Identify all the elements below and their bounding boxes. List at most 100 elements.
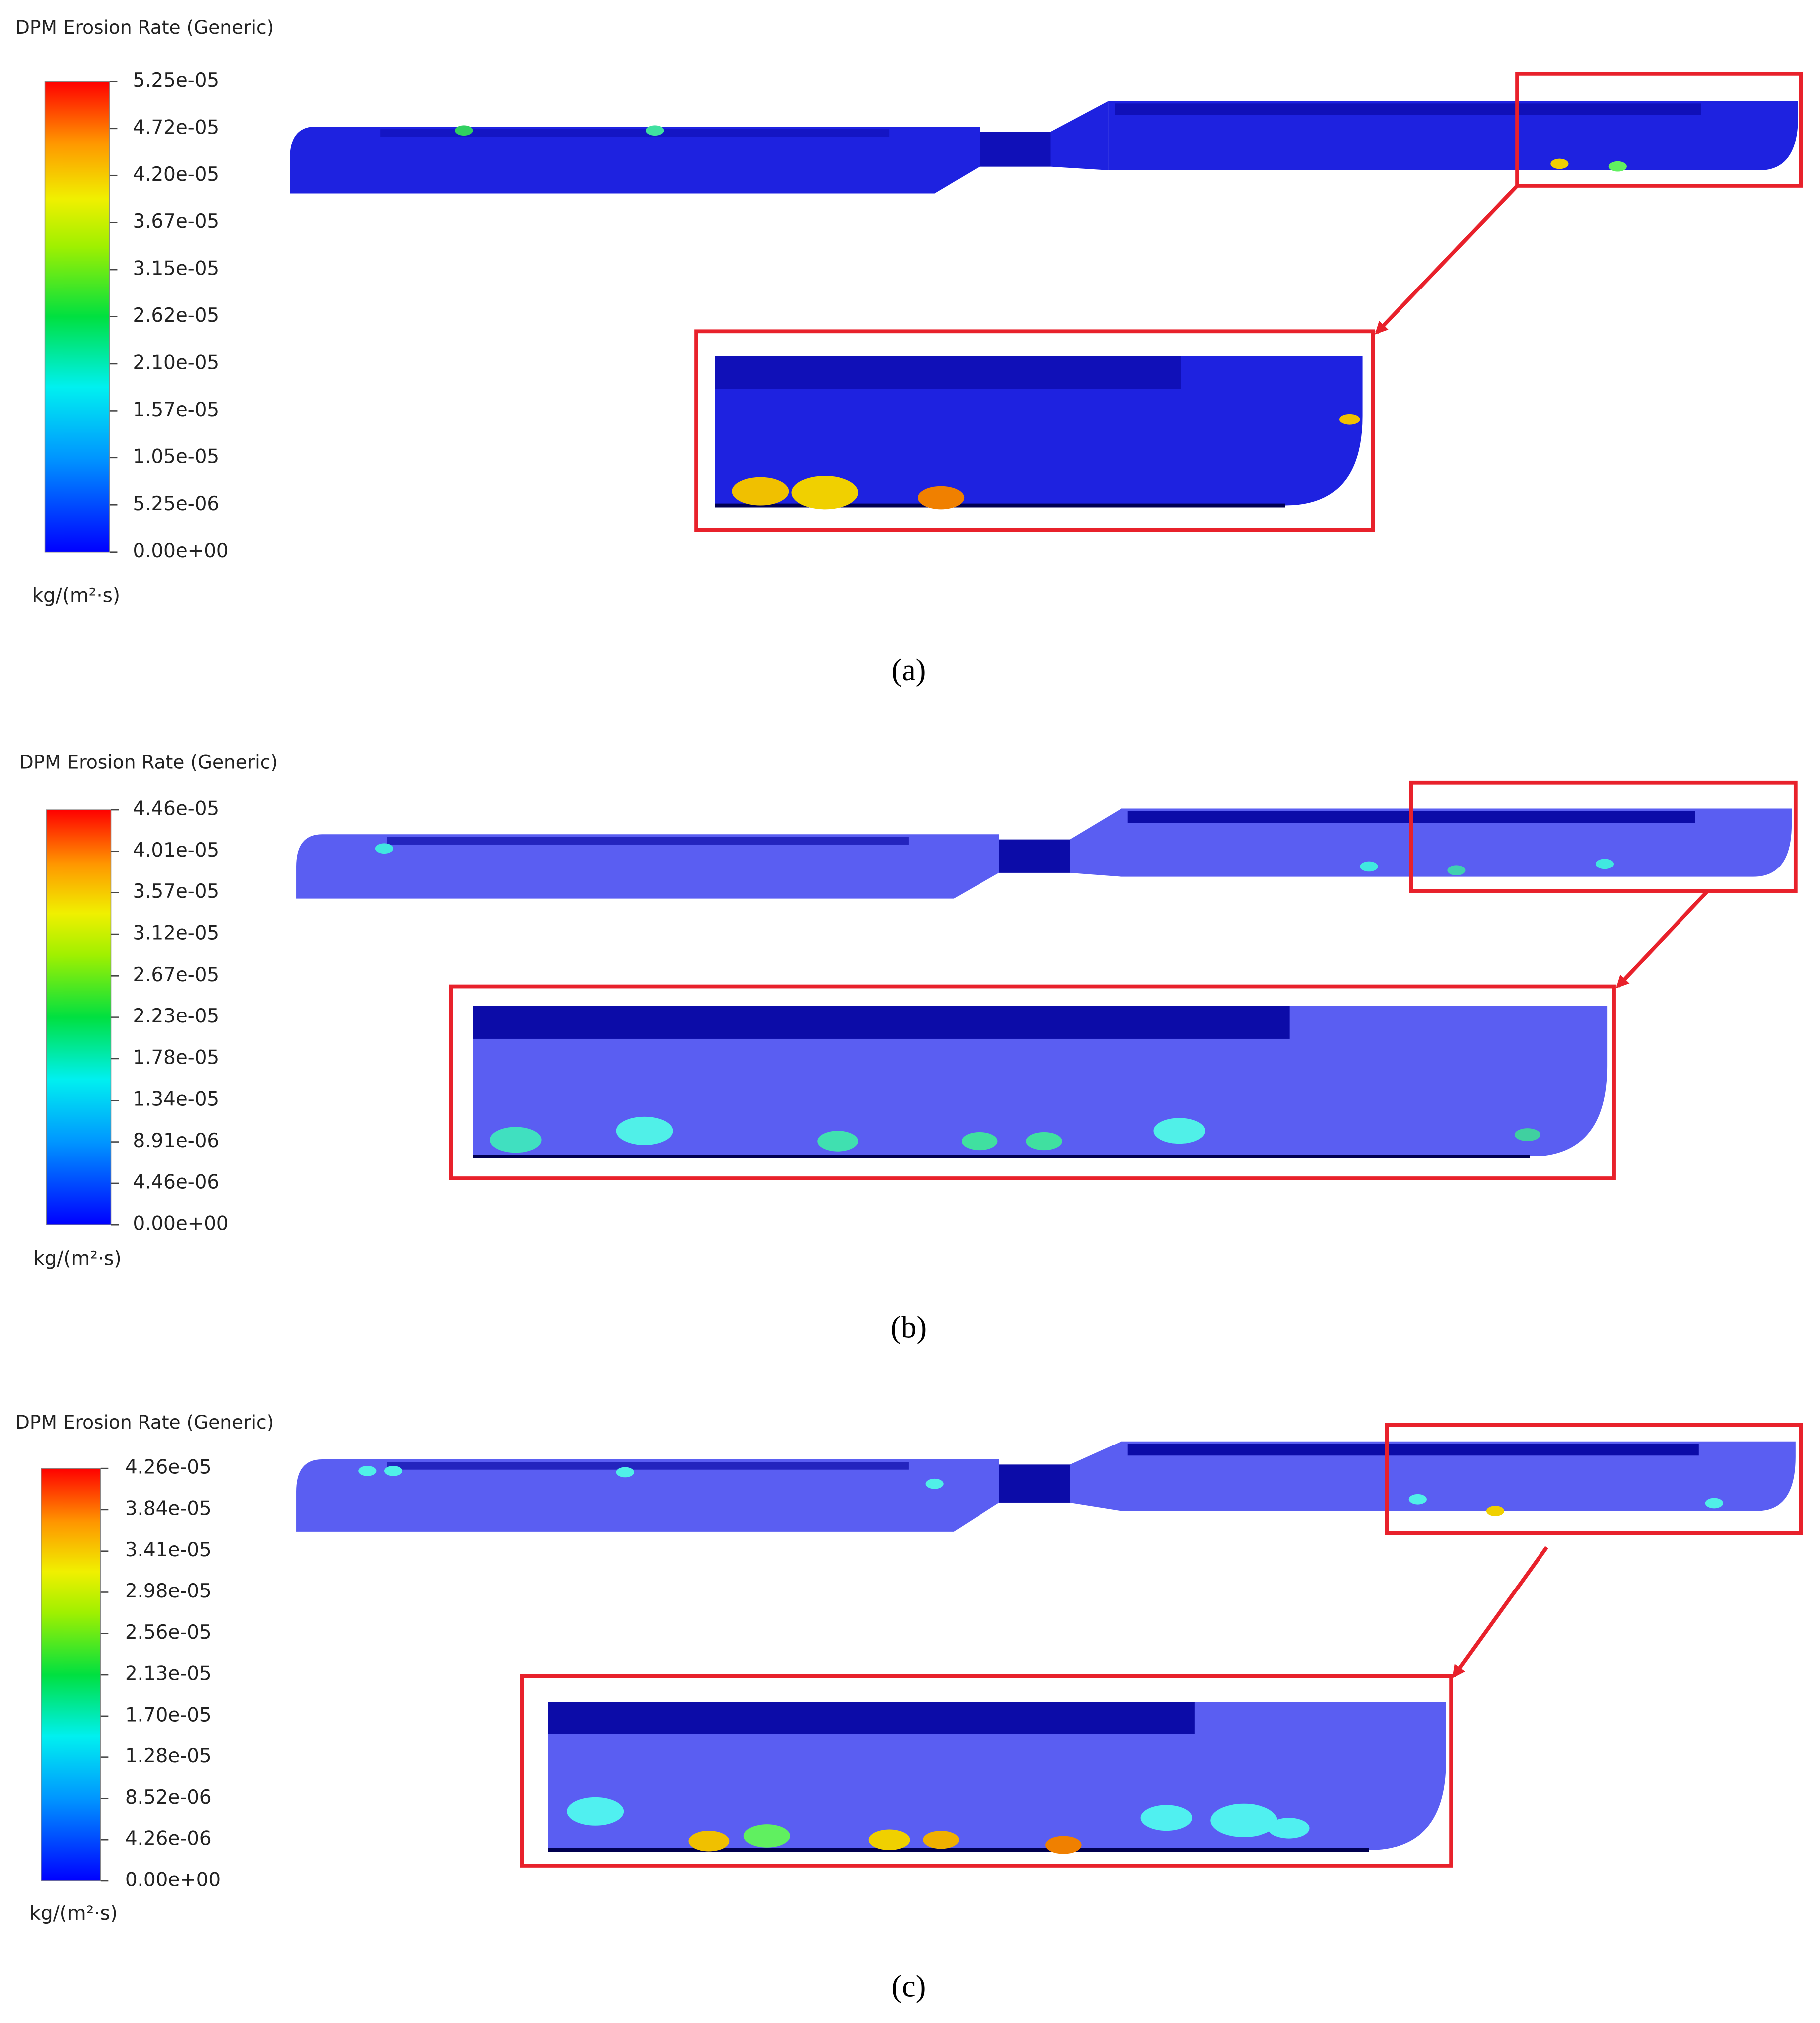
zoom-box bbox=[694, 329, 1375, 532]
zoom-arrow bbox=[1616, 889, 1709, 989]
erosion-spot bbox=[918, 486, 965, 510]
pipe-taper bbox=[1070, 1441, 1121, 1511]
colorbar-label: 2.98e-05 bbox=[125, 1580, 212, 1602]
erosion-spot bbox=[817, 1131, 859, 1152]
erosion-spot bbox=[1140, 1805, 1193, 1831]
erosion-spot bbox=[1408, 1494, 1427, 1505]
zoom-arrow bbox=[1452, 1546, 1548, 1678]
colorbar-label: 4.20e-05 bbox=[133, 163, 219, 186]
colorbar-label: 1.70e-05 bbox=[125, 1704, 212, 1726]
pipe-band bbox=[387, 837, 909, 845]
zoom-band bbox=[548, 1702, 1195, 1734]
pipe-neck bbox=[980, 132, 1051, 167]
erosion-spot bbox=[1447, 865, 1466, 876]
zoom-pipe bbox=[473, 1006, 1608, 1157]
erosion-spot bbox=[1045, 1836, 1082, 1854]
colorbar-label: 3.15e-05 bbox=[133, 258, 219, 280]
pipe-left bbox=[296, 834, 999, 899]
erosion-spot bbox=[1608, 161, 1627, 172]
colorbar-label: 8.52e-06 bbox=[125, 1786, 212, 1809]
pipe-neck bbox=[999, 1464, 1070, 1503]
colorbar bbox=[46, 809, 112, 1225]
colorbar-label: 3.67e-05 bbox=[133, 210, 219, 233]
pipe-taper bbox=[1050, 101, 1109, 170]
pipe-left bbox=[296, 1459, 999, 1532]
erosion-spot bbox=[375, 843, 394, 854]
erosion-spot bbox=[1360, 861, 1378, 872]
erosion-spot bbox=[490, 1127, 542, 1153]
colorbar-label: 8.91e-06 bbox=[133, 1130, 219, 1152]
highlight-box bbox=[1409, 780, 1798, 893]
colorbar-label: 2.62e-05 bbox=[133, 304, 219, 327]
erosion-spot bbox=[1339, 414, 1360, 425]
erosion-spot bbox=[1268, 1818, 1310, 1839]
zoom-band bbox=[473, 1006, 1290, 1039]
colorbar-label: 2.10e-05 bbox=[133, 351, 219, 374]
colorbar-label: 5.25e-05 bbox=[133, 69, 219, 92]
colorbar bbox=[41, 1468, 101, 1881]
erosion-spot bbox=[455, 125, 473, 136]
colorbar-label: 2.67e-05 bbox=[133, 964, 219, 986]
colorbar-label: 1.34e-05 bbox=[133, 1088, 219, 1111]
highlight-box bbox=[1515, 71, 1803, 188]
erosion-spot bbox=[868, 1829, 910, 1850]
pipe-right bbox=[1108, 101, 1799, 170]
colorbar-label: 4.26e-06 bbox=[125, 1828, 212, 1850]
colorbar-label: 2.13e-05 bbox=[125, 1663, 212, 1685]
zoom-box bbox=[520, 1674, 1453, 1868]
erosion-spot bbox=[358, 1465, 377, 1476]
colorbar-unit: kg/(m²·s) bbox=[30, 1902, 118, 1925]
colorbar bbox=[44, 81, 110, 553]
colorbar-label: 0.00e+00 bbox=[125, 1869, 221, 1891]
colorbar-label: 1.57e-05 bbox=[133, 399, 219, 421]
colorbar-label: 3.41e-05 bbox=[125, 1539, 212, 1561]
erosion-spot bbox=[1550, 158, 1569, 169]
erosion-spot bbox=[1026, 1132, 1062, 1151]
colorbar-title: DPM Erosion Rate (Generic) bbox=[19, 751, 278, 773]
pipe-band bbox=[1127, 1444, 1699, 1456]
erosion-spot bbox=[688, 1831, 730, 1852]
erosion-spot bbox=[567, 1797, 624, 1826]
zoom-box bbox=[449, 984, 1616, 1180]
colorbar-label: 4.46e-06 bbox=[133, 1171, 219, 1193]
colorbar-label: 1.78e-05 bbox=[133, 1046, 219, 1069]
pipe-band bbox=[387, 1462, 909, 1470]
colorbar-label: 2.23e-05 bbox=[133, 1005, 219, 1027]
pipe-band bbox=[380, 129, 890, 137]
erosion-spot bbox=[1210, 1803, 1277, 1838]
pipe-band bbox=[1115, 103, 1701, 115]
highlight-box bbox=[1385, 1423, 1803, 1535]
colorbar-label: 5.25e-06 bbox=[133, 493, 219, 515]
colorbar-unit: kg/(m²·s) bbox=[32, 585, 120, 607]
pipe-right bbox=[1121, 1441, 1796, 1511]
pipe-neck bbox=[999, 839, 1070, 873]
erosion-spot bbox=[1514, 1128, 1540, 1142]
zoom-pipe bbox=[715, 356, 1363, 506]
erosion-spot bbox=[1153, 1118, 1205, 1144]
zoom-band bbox=[715, 356, 1181, 389]
colorbar-title: DPM Erosion Rate (Generic) bbox=[15, 16, 274, 38]
colorbar-unit: kg/(m²·s) bbox=[33, 1248, 121, 1270]
erosion-spot bbox=[646, 125, 664, 136]
colorbar-label: 4.26e-05 bbox=[125, 1456, 212, 1479]
pipe-taper bbox=[1070, 808, 1121, 877]
erosion-spot bbox=[732, 477, 789, 506]
colorbar-label: 0.00e+00 bbox=[133, 540, 228, 562]
colorbar-label: 4.72e-05 bbox=[133, 116, 219, 139]
colorbar-label: 0.00e+00 bbox=[133, 1213, 228, 1235]
zoom-arrow bbox=[1375, 184, 1519, 335]
erosion-spot bbox=[1595, 859, 1614, 869]
caption: (a) bbox=[891, 653, 926, 687]
colorbar-label: 2.56e-05 bbox=[125, 1621, 212, 1644]
colorbar-label: 3.12e-05 bbox=[133, 922, 219, 945]
colorbar-label: 1.28e-05 bbox=[125, 1745, 212, 1767]
colorbar-title: DPM Erosion Rate (Generic) bbox=[15, 1411, 274, 1433]
erosion-spot bbox=[743, 1824, 790, 1848]
colorbar-label: 3.84e-05 bbox=[125, 1497, 212, 1520]
colorbar-label: 3.57e-05 bbox=[133, 880, 219, 903]
erosion-spot bbox=[1486, 1506, 1505, 1516]
erosion-spot bbox=[616, 1467, 634, 1478]
erosion-spot bbox=[791, 476, 859, 510]
erosion-spot bbox=[961, 1132, 998, 1151]
